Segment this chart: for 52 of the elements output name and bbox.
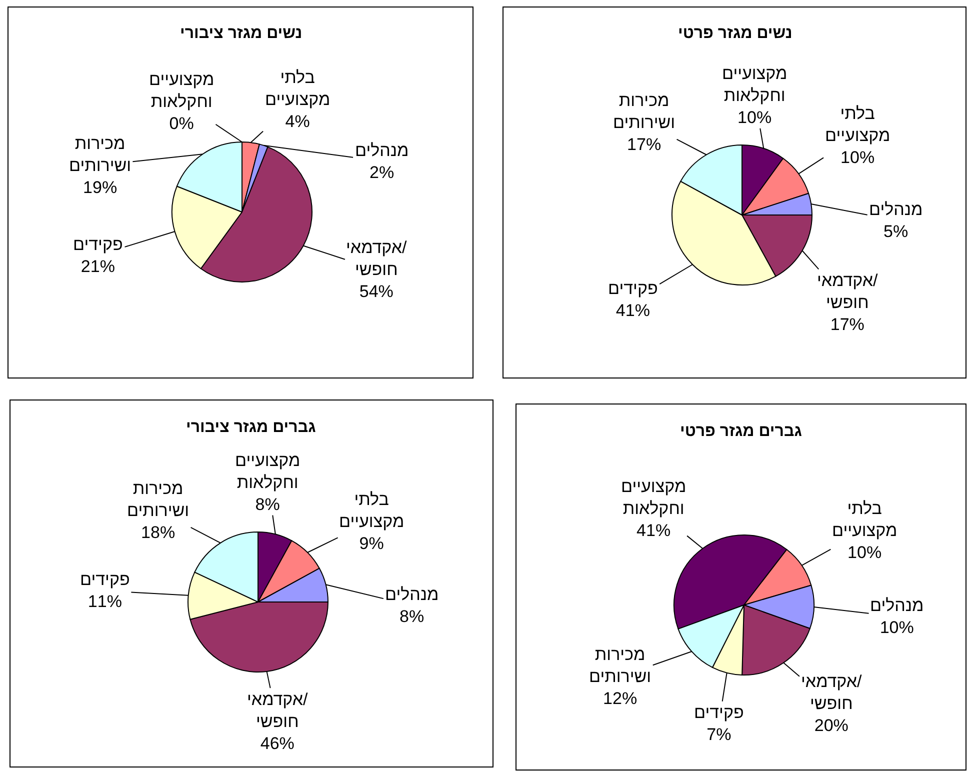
- slice-label: פקידים: [73, 235, 123, 254]
- data-label: 21%: [80, 257, 115, 276]
- slice-label: מכירות ושירותים: [69, 134, 132, 176]
- data-label: 2%: [370, 163, 394, 182]
- slice-label: מנהלים: [355, 141, 409, 160]
- slice-label: פקידים: [608, 279, 658, 298]
- slice-label: פקידים: [694, 703, 744, 722]
- data-label: 10%: [880, 618, 914, 638]
- data-label: 4%: [285, 112, 310, 132]
- data-label: 46%: [260, 734, 294, 754]
- slice-label: אקדמאי/חופשי: [346, 238, 408, 280]
- chart-title: נשים מגזר ציבורי: [180, 25, 302, 42]
- slice-label: בלתי מקצועיים: [832, 499, 898, 540]
- data-label: 10%: [840, 148, 875, 168]
- data-label: 7%: [706, 725, 732, 744]
- slice-label: פקידים: [80, 570, 130, 589]
- data-label: 8%: [255, 495, 280, 514]
- chart-title: נשים מגזר פרטי: [678, 25, 792, 42]
- data-label: 17%: [830, 315, 864, 334]
- data-label: 8%: [400, 607, 424, 626]
- slice-label: מקצועיים וחקלאות: [621, 477, 686, 518]
- category-label: מקצועיים וחקלאות: [149, 70, 214, 112]
- data-label: 41%: [636, 521, 671, 540]
- slice-label: מכירות ושירותים: [613, 91, 676, 132]
- data-label: 10%: [738, 108, 772, 128]
- chart-title: גברים מגזר ציבורי: [186, 419, 316, 436]
- slice-label: מנהלים: [385, 585, 439, 604]
- slice-label: מקצועיים וחקלאות: [235, 451, 300, 492]
- slice-label: מקצועיים וחקלאות: [722, 64, 788, 106]
- slice-label: בלתי מקצועיים: [265, 68, 330, 110]
- text: 0%: [169, 114, 194, 134]
- data-label: 11%: [88, 592, 122, 612]
- slice-label: אקדמאי/חופשי: [247, 690, 308, 732]
- slice-label: מנהלים: [870, 596, 924, 615]
- data-label: 10%: [848, 543, 882, 562]
- data-label: 20%: [814, 716, 848, 736]
- data-label: 5%: [884, 222, 908, 242]
- data-label: 54%: [359, 282, 394, 302]
- slice-label: אקדמאי/חופשי: [801, 672, 862, 714]
- slice-label: מכירות ושירותים: [127, 479, 190, 520]
- data-label: 9%: [359, 534, 384, 554]
- slice-label: מכירות ושירותים: [589, 645, 652, 686]
- data-label: 17%: [627, 135, 662, 154]
- data-label: 18%: [141, 523, 176, 542]
- data-label: 12%: [603, 689, 638, 708]
- data-label: 41%: [616, 301, 650, 320]
- slice-label: מנהלים: [869, 200, 923, 219]
- chart-title: גברים מגזר פרטי: [680, 423, 802, 440]
- slice-label: אקדמאי/חופשי: [817, 271, 878, 312]
- data-label: 19%: [83, 178, 118, 198]
- slice-label: בלתי מקצועיים: [339, 490, 404, 532]
- slice-label: בלתי מקצועיים: [825, 104, 890, 146]
